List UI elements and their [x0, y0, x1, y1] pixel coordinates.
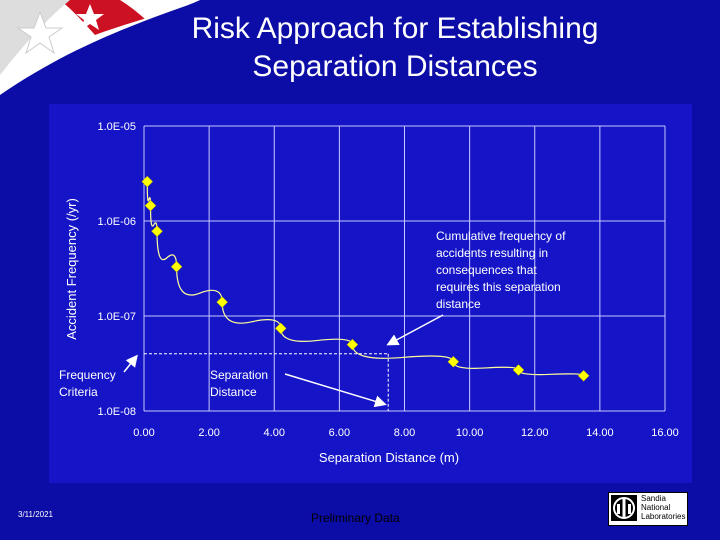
data-point	[141, 175, 154, 188]
frequency-criteria-label: Frequency Criteria	[59, 368, 116, 399]
star-icon	[16, 10, 64, 55]
annotation-layer: Cumulative frequency of accidents resulti…	[59, 229, 566, 408]
x-tick-label: 14.00	[586, 427, 614, 439]
grid-layer	[143, 125, 666, 412]
data-point	[346, 338, 359, 351]
separation-distance-arrow	[284, 373, 387, 408]
frequency-criteria-arrow	[123, 354, 138, 373]
frequency-curve	[146, 181, 585, 377]
x-tick-label: 2.00	[198, 427, 219, 439]
slide-title: Risk Approach for Establishing Separatio…	[170, 10, 620, 86]
cumulative-arrow	[386, 314, 444, 346]
x-tick-label: 16.00	[651, 427, 679, 439]
x-tick-label: 4.00	[264, 427, 285, 439]
y-tick-label: 1.0E-06	[97, 216, 136, 228]
x-axis-label: Separation Distance (m)	[319, 450, 459, 465]
tick-layer: 1.0E-05 1.0E-06 1.0E-07 1.0E-08 0.00 2.00 4.00…	[97, 121, 678, 439]
data-point	[512, 364, 525, 376]
x-tick-label: 0.00	[133, 427, 154, 439]
cumulative-frequency-annotation: Cumulative frequency of accidents resulti…	[436, 229, 566, 311]
preliminary-data-note: Preliminary Data	[311, 511, 400, 525]
data-point	[170, 260, 183, 273]
y-axis-label: Accident Frequency (/yr)	[64, 198, 79, 340]
flag-swoosh-decoration	[0, 0, 200, 95]
data-point	[216, 296, 229, 308]
y-tick-label: 1.0E-07	[97, 311, 136, 323]
marker-layer	[141, 175, 590, 382]
threshold-layer	[144, 353, 389, 411]
sandia-thunderbird-icon	[611, 495, 637, 521]
chart-panel-background	[49, 104, 692, 483]
x-tick-label: 10.00	[456, 427, 484, 439]
slide-date: 3/11/2021	[18, 510, 53, 519]
x-tick-label: 12.00	[521, 427, 549, 439]
data-point	[144, 199, 157, 212]
x-tick-label: 6.00	[329, 427, 350, 439]
sandia-logo: Sandia National Laboratories	[608, 492, 688, 526]
logo-line-3: Laboratories	[641, 512, 686, 521]
title-line-2: Separation Distances	[252, 50, 538, 83]
data-point	[274, 322, 287, 335]
logo-line-2: National	[641, 503, 671, 512]
title-line-1: Risk Approach for Establishing	[191, 12, 599, 45]
separation-distance-label: Separation Distance	[210, 368, 268, 399]
data-point	[151, 225, 163, 238]
curve-layer	[146, 181, 585, 377]
x-tick-label: 8.00	[394, 427, 415, 439]
frequency-chart: 1.0E-05 1.0E-06 1.0E-07 1.0E-08 0.00 2.00 4.00…	[49, 104, 692, 483]
logo-line-1: Sandia	[641, 494, 666, 503]
data-point	[577, 369, 590, 382]
star-icon	[76, 4, 104, 30]
y-tick-label: 1.0E-05	[97, 121, 136, 133]
data-point	[447, 355, 460, 368]
y-tick-label: 1.0E-08	[97, 406, 136, 418]
